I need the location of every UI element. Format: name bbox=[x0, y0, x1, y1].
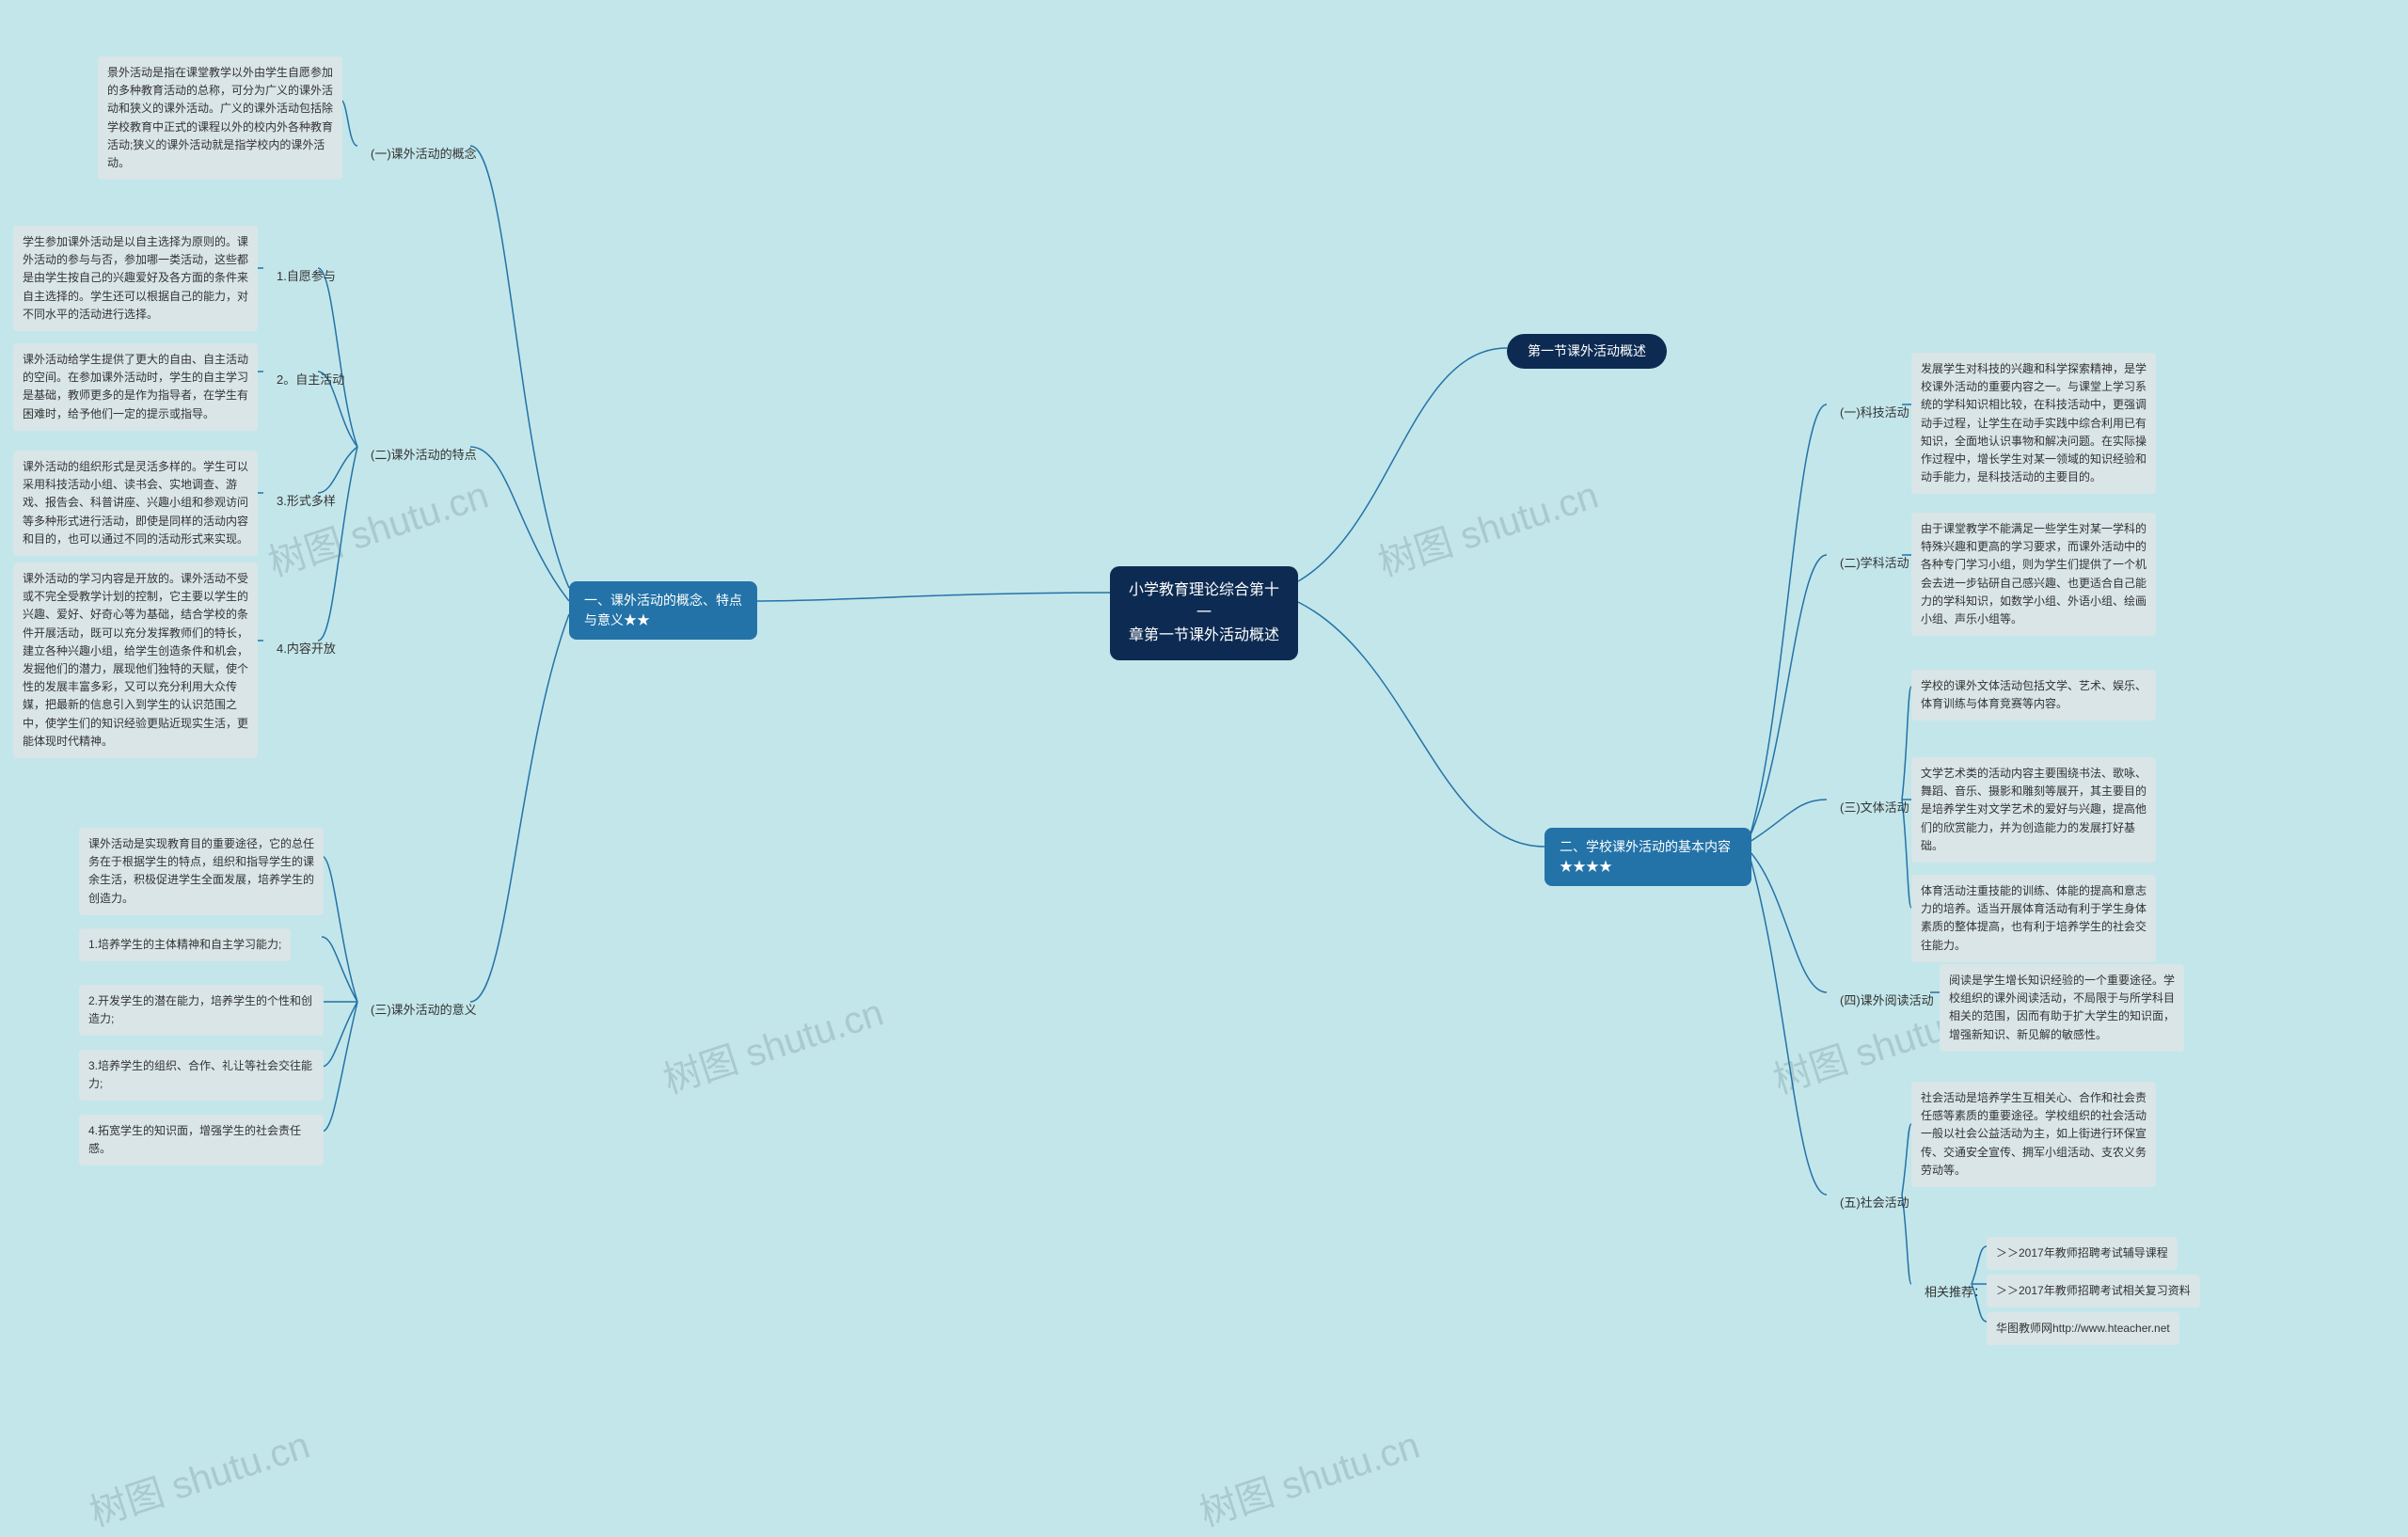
left-b-4-label[interactable]: 4.内容开放 bbox=[263, 632, 349, 666]
right-e-rec-2[interactable]: ＞＞2017年教师招聘考试相关复习资料 bbox=[1987, 1275, 2200, 1307]
left-b-1-leaf: 学生参加课外活动是以自主选择为原则的。课外活动的参与与否，参加哪一类活动，这些都… bbox=[13, 226, 258, 331]
right-b-leaf: 由于课堂教学不能满足一些学生对某一学科的特殊兴趣和更高的学习要求，而课外活动中的… bbox=[1911, 513, 2156, 636]
left-a-leaf: 景外活动是指在课堂教学以外由学生自愿参加的多种教育活动的总称，可分为广义的课外活… bbox=[98, 56, 342, 180]
left-b-3-label[interactable]: 3.形式多样 bbox=[263, 484, 349, 518]
left-b-1-label[interactable]: 1.自愿参与 bbox=[263, 260, 349, 293]
right-c-leaf-2: 文学艺术类的活动内容主要围绕书法、歌咏、舞蹈、音乐、摄影和雕刻等展开，其主要目的… bbox=[1911, 757, 2156, 863]
section-overview-pill[interactable]: 第一节课外活动概述 bbox=[1507, 334, 1667, 369]
root-line2: 章第一节课外活动概述 bbox=[1125, 625, 1283, 647]
root-line1: 小学教育理论综合第十一 bbox=[1125, 579, 1283, 625]
right-c-leaf-1: 学校的课外文体活动包括文学、艺术、娱乐、体育训练与体育竞赛等内容。 bbox=[1911, 670, 2156, 721]
root-node[interactable]: 小学教育理论综合第十一 章第一节课外活动概述 bbox=[1110, 566, 1298, 660]
left-b-4-leaf: 课外活动的学习内容是开放的。课外活动不受或不完全受教学计划的控制，它主要以学生的… bbox=[13, 563, 258, 758]
left-b-2-leaf: 课外活动给学生提供了更大的自由、自主活动的空间。在参加课外活动时，学生的自主学习… bbox=[13, 343, 258, 431]
watermark: 树图 shutu.cn bbox=[1192, 1415, 1425, 1537]
watermark: 树图 shutu.cn bbox=[261, 465, 494, 587]
right-c-label[interactable]: (三)文体活动 bbox=[1827, 791, 1923, 825]
left-c-1: 1.培养学生的主体精神和自主学习能力; bbox=[79, 928, 291, 961]
left-c-2: 2.开发学生的潜在能力，培养学生的个性和创造力; bbox=[79, 985, 324, 1036]
right-e-rec-1[interactable]: ＞＞2017年教师招聘考试辅导课程 bbox=[1987, 1237, 2178, 1270]
right-b-label[interactable]: (二)学科活动 bbox=[1827, 547, 1923, 580]
watermark: 树图 shutu.cn bbox=[1370, 465, 1604, 587]
right-e-label[interactable]: (五)社会活动 bbox=[1827, 1186, 1923, 1220]
left-b-label[interactable]: (二)课外活动的特点 bbox=[357, 438, 490, 472]
left-a-label[interactable]: (一)课外活动的概念 bbox=[357, 137, 490, 171]
right-main-node[interactable]: 二、学校课外活动的基本内容★★★★ bbox=[1545, 828, 1751, 886]
left-c-4: 4.拓宽学生的知识面，增强学生的社会责任感。 bbox=[79, 1115, 324, 1165]
left-b-2-label[interactable]: 2。自主活动 bbox=[263, 363, 357, 397]
watermark: 树图 shutu.cn bbox=[656, 982, 889, 1104]
left-c-3: 3.培养学生的组织、合作、礼让等社会交往能力; bbox=[79, 1050, 324, 1101]
left-c-label[interactable]: (三)课外活动的意义 bbox=[357, 993, 490, 1027]
right-e-leaf: 社会活动是培养学生互相关心、合作和社会责任感等素质的重要途径。学校组织的社会活动… bbox=[1911, 1082, 2156, 1187]
left-c-intro: 课外活动是实现教育目的重要途径，它的总任务在于根据学生的特点，组织和指导学生的课… bbox=[79, 828, 324, 915]
left-b-3-leaf: 课外活动的组织形式是灵活多样的。学生可以采用科技活动小组、读书会、实地调查、游戏… bbox=[13, 451, 258, 556]
right-a-leaf: 发展学生对科技的兴趣和科学探索精神，是学校课外活动的重要内容之一。与课堂上学习系… bbox=[1911, 353, 2156, 494]
watermark: 树图 shutu.cn bbox=[82, 1415, 315, 1537]
right-c-leaf-3: 体育活动注重技能的训练、体能的提高和意志力的培养。适当开展体育活动有利于学生身体… bbox=[1911, 875, 2156, 962]
right-d-label[interactable]: (四)课外阅读活动 bbox=[1827, 984, 1947, 1018]
right-d-leaf: 阅读是学生增长知识经验的一个重要途径。学校组织的课外阅读活动，不局限于与所学科目… bbox=[1940, 964, 2184, 1052]
right-e-rec-3[interactable]: 华图教师网http://www.hteacher.net bbox=[1987, 1312, 2179, 1345]
right-a-label[interactable]: (一)科技活动 bbox=[1827, 396, 1923, 430]
left-main-node[interactable]: 一、课外活动的概念、特点与意义★★ bbox=[569, 581, 757, 640]
